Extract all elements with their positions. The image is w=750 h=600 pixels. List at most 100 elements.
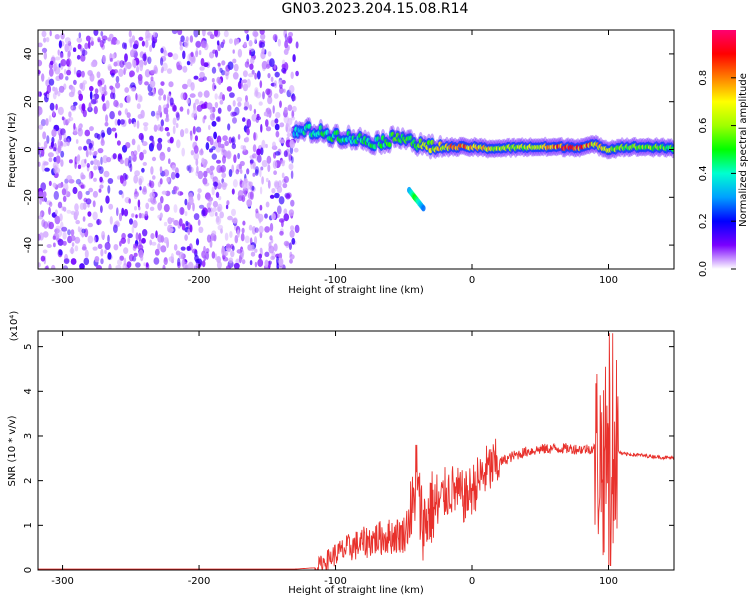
noise-speck — [195, 258, 200, 264]
noise-speck — [192, 108, 197, 117]
noise-speck — [288, 31, 293, 38]
colorbar-ticks: 0.0 0.2 0.4 0.6 0.8 — [698, 70, 736, 277]
noise-speck — [259, 80, 263, 89]
noise-speck — [45, 118, 49, 126]
noise-speck — [73, 101, 78, 106]
noise-speck — [248, 40, 253, 47]
noise-speck — [41, 148, 45, 157]
noise-speck — [215, 116, 221, 122]
y-tick-label: 5 — [23, 343, 34, 349]
noise-speck — [42, 231, 49, 238]
noise-speck — [237, 134, 241, 140]
noise-speck — [223, 251, 229, 257]
noise-speck — [138, 132, 144, 141]
noise-speck — [97, 166, 102, 171]
y-tick-label: -40 — [23, 237, 34, 253]
noise-speck — [66, 118, 71, 124]
noise-speck — [236, 96, 243, 103]
noise-speck — [188, 196, 194, 206]
noise-speck — [54, 87, 58, 96]
noise-speck — [268, 261, 271, 269]
noise-speck — [60, 32, 65, 40]
snr-panel: -300 -200 -100 0 100 0 1 2 3 4 5 Height of straigh… — [7, 311, 675, 596]
noise-speck — [92, 211, 98, 221]
noise-speck — [57, 145, 62, 154]
noise-speck — [78, 32, 82, 39]
noise-speck — [107, 252, 112, 260]
noise-speck — [68, 159, 73, 164]
noise-speck — [202, 177, 208, 185]
noise-speck — [242, 70, 248, 78]
colorbar-tick-label: 0.0 — [698, 261, 709, 277]
noise-speck — [58, 249, 63, 256]
noise-speck — [213, 131, 218, 140]
noise-speck — [100, 248, 104, 257]
noise-speck — [97, 243, 103, 249]
noise-speck — [42, 249, 48, 254]
noise-speckle — [38, 30, 300, 269]
noise-speck — [57, 106, 64, 116]
noise-speck — [258, 253, 263, 259]
noise-speck — [272, 105, 275, 114]
noise-speck — [235, 38, 240, 45]
noise-speck — [150, 69, 156, 74]
noise-speck — [134, 206, 137, 211]
noise-speck — [208, 200, 212, 206]
noise-speck — [107, 178, 114, 184]
noise-speck — [74, 236, 81, 244]
noise-speck — [101, 95, 104, 101]
noise-speck — [40, 182, 46, 191]
noise-speck — [289, 251, 293, 257]
noise-speck — [187, 261, 194, 269]
noise-speck — [55, 225, 61, 231]
noise-speck — [223, 70, 230, 76]
noise-speck — [98, 188, 102, 193]
noise-speck — [171, 30, 178, 35]
noise-speck — [217, 62, 221, 67]
noise-speck — [140, 109, 145, 119]
noise-speck — [270, 76, 274, 83]
noise-speck — [39, 198, 42, 205]
noise-speck — [109, 111, 115, 120]
noise-speck — [211, 153, 217, 160]
noise-speck — [262, 91, 265, 100]
noise-speck — [161, 190, 167, 195]
noise-speck — [96, 71, 101, 79]
noise-speck — [269, 194, 275, 199]
noise-speck — [52, 182, 57, 188]
noise-speck — [151, 199, 157, 205]
noise-speck — [197, 91, 203, 98]
noise-speck — [206, 167, 211, 174]
noise-speck — [182, 83, 188, 90]
noise-speck — [283, 213, 290, 222]
noise-speck — [192, 125, 196, 135]
noise-speck — [206, 234, 212, 243]
noise-speck — [249, 159, 254, 164]
noise-speck — [221, 60, 226, 66]
noise-speck — [226, 150, 232, 160]
noise-speck — [228, 136, 232, 144]
noise-speck — [147, 33, 152, 38]
noise-speck — [190, 82, 195, 91]
spectrogram-x-axis-label: Height of straight line (km) — [288, 285, 424, 296]
noise-speck — [184, 234, 188, 241]
noise-speck — [141, 237, 146, 244]
noise-speck — [279, 159, 286, 164]
noise-speck — [253, 236, 258, 245]
noise-speck — [93, 158, 98, 166]
noise-speck — [166, 176, 170, 183]
noise-speck — [274, 71, 280, 78]
noise-speck — [159, 126, 164, 132]
noise-speck — [142, 185, 147, 193]
noise-speck — [81, 184, 86, 189]
x-tick-label: 0 — [469, 275, 475, 286]
noise-speck — [150, 110, 156, 117]
noise-speck — [253, 132, 256, 141]
noise-speck — [76, 37, 83, 43]
noise-speck — [47, 152, 54, 158]
noise-speck — [232, 117, 237, 124]
noise-speck — [85, 198, 92, 205]
noise-speck — [188, 164, 192, 174]
noise-speck — [273, 64, 277, 70]
noise-speck — [103, 90, 108, 96]
